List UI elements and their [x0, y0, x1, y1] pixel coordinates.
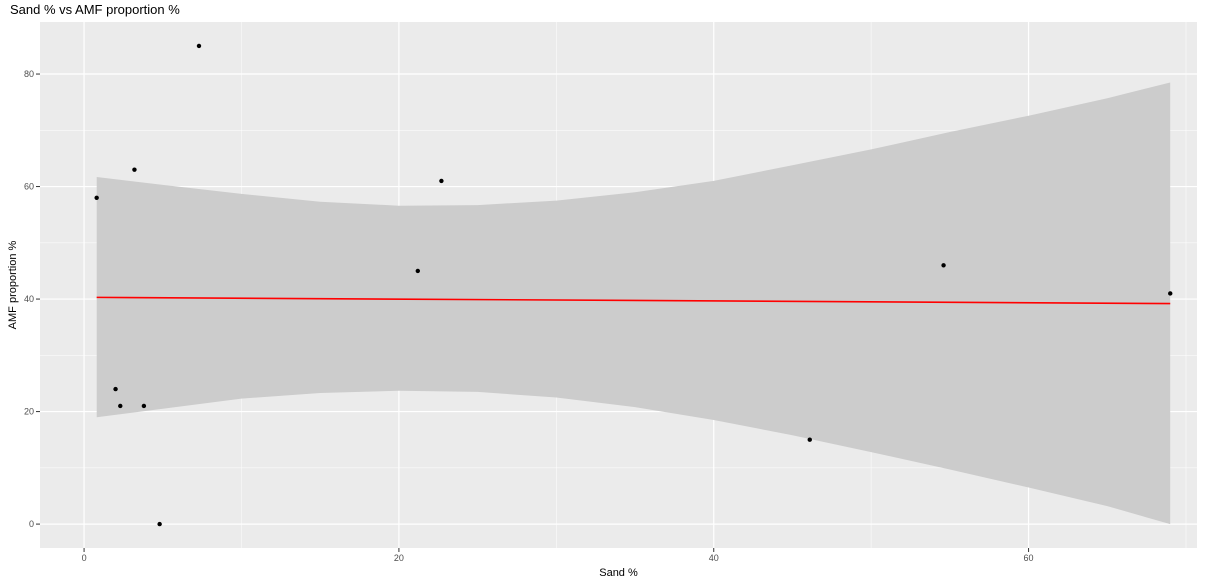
y-tick-label: 60 [24, 182, 34, 192]
x-tick-label: 60 [1024, 553, 1034, 563]
confidence-band [96, 82, 1171, 525]
data-point [807, 437, 812, 442]
data-point [113, 386, 118, 392]
data-points [94, 43, 1173, 527]
chart-title: Sand % vs AMF proportion % [10, 2, 180, 17]
data-point [415, 268, 420, 274]
data-point [118, 403, 123, 409]
x-tick-label: 0 [82, 553, 87, 563]
data-point [94, 195, 99, 201]
data-point [132, 167, 137, 172]
x-axis-label: Sand % [599, 567, 638, 579]
data-point [1168, 291, 1173, 296]
x-tick-label: 40 [709, 553, 719, 563]
y-tick-label: 0 [29, 519, 34, 529]
y-tick-label: 20 [24, 407, 34, 417]
x-axis-ticks: 0 20 40 60 [82, 548, 1034, 563]
y-axis-ticks: 0 20 40 60 80 [24, 69, 40, 529]
x-tick-label: 20 [394, 553, 404, 563]
y-tick-label: 40 [24, 294, 34, 304]
y-axis-label: AMF proportion % [7, 240, 19, 329]
data-point [439, 178, 444, 184]
data-point [196, 43, 202, 49]
regression-line [96, 296, 1171, 305]
data-point [141, 403, 147, 409]
data-point [941, 263, 946, 268]
data-point [157, 521, 162, 527]
y-tick-label: 80 [24, 69, 34, 79]
